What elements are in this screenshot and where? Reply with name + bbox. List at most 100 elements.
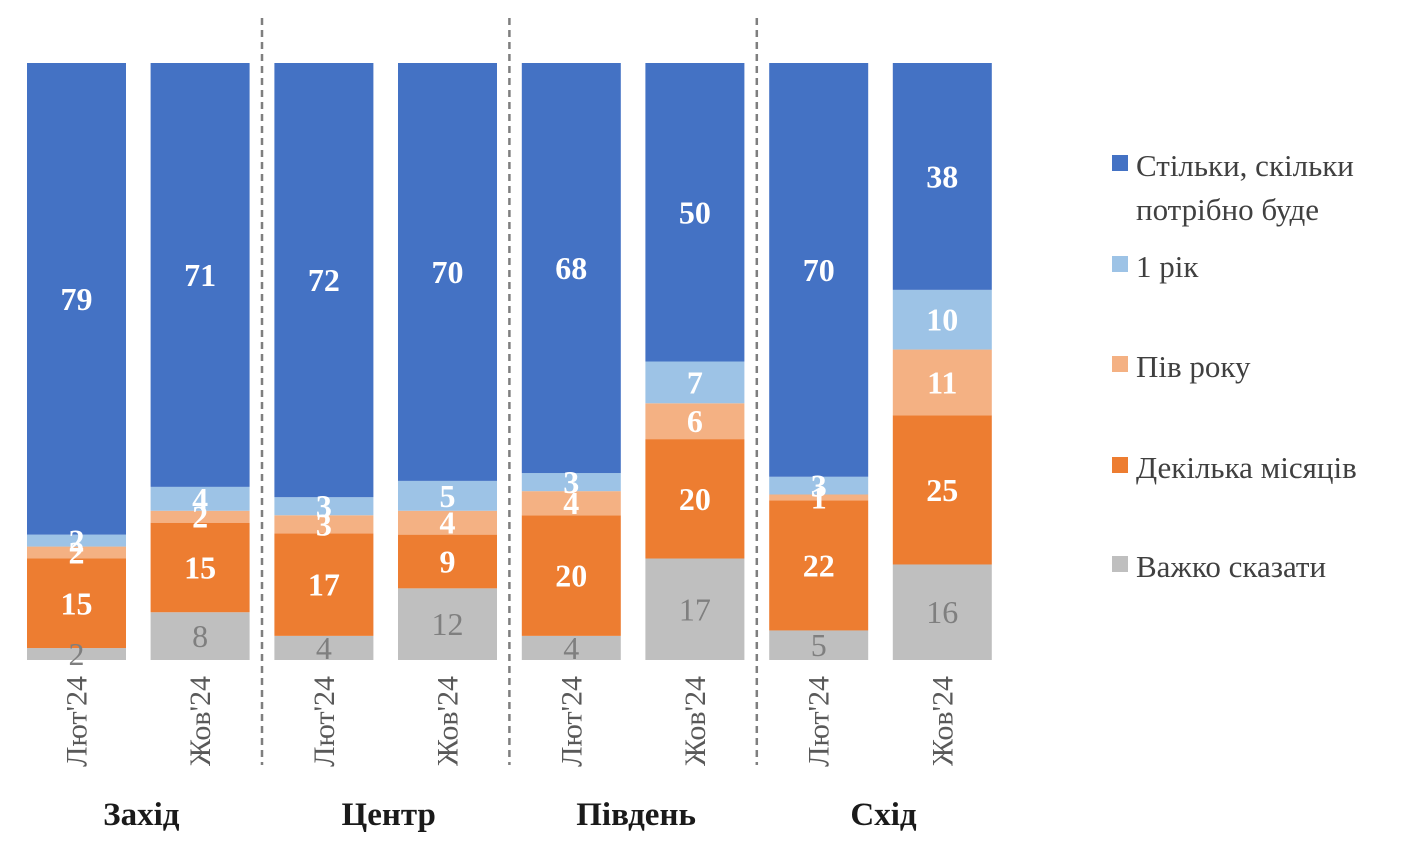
bar-segment-months [892, 415, 992, 565]
legend-label: 1 рік [1136, 249, 1199, 284]
legend-label: потрібно буде [1136, 192, 1319, 227]
bar-segment-needed [892, 63, 992, 290]
group-label: Південь [576, 797, 696, 833]
data-label: 2 [69, 523, 85, 559]
data-label: 12 [432, 606, 464, 642]
bar-segment-needed [769, 63, 869, 477]
data-label: 5 [811, 627, 827, 663]
data-labels-layer: 2152279815247141733721294570420436817206… [61, 158, 959, 672]
data-label: 16 [926, 594, 958, 630]
bar-segment-hard [150, 612, 250, 660]
data-label: 22 [803, 547, 835, 583]
group-label: Схід [850, 797, 917, 833]
bar-segment-hard [274, 635, 374, 660]
category-label: Лют'24 [803, 676, 836, 767]
data-label: 5 [440, 478, 456, 514]
data-label: 7 [687, 364, 703, 400]
group-labels-layer: Захід Центр Південь Схід [103, 797, 917, 833]
data-label: 3 [563, 464, 579, 500]
bar-segment-hard [892, 564, 992, 660]
data-label: 4 [563, 485, 579, 521]
data-label: 11 [927, 364, 957, 400]
data-label: 68 [555, 250, 587, 286]
group-label: Центр [342, 797, 436, 833]
data-label: 2 [69, 636, 85, 672]
data-label: 2 [192, 499, 208, 535]
data-label: 6 [687, 403, 703, 439]
group-separators [260, 18, 759, 765]
bar-segment-hard [521, 635, 621, 660]
data-label: 4 [192, 481, 208, 517]
legend-label: Стільки, скільки [1136, 148, 1354, 183]
data-label: 17 [679, 591, 711, 627]
category-labels-layer: Лют'24 Жов'24 Лют'24 Жов'24 Лют'24 Жов'24 Лют'… [61, 676, 960, 767]
bar-segment-year [274, 497, 374, 516]
bar-segment-hard [769, 630, 869, 660]
bar-segment-months [398, 534, 497, 589]
bar-segment-half [150, 510, 250, 523]
bar-segment-half [769, 494, 869, 501]
legend-swatch [1112, 256, 1128, 272]
data-label: 10 [926, 302, 958, 338]
bar-segment-hard [645, 558, 745, 660]
category-label: Лют'24 [308, 676, 341, 767]
data-label: 1 [811, 479, 827, 515]
bar-segment-year [645, 361, 745, 404]
bar-segment-months [769, 500, 869, 631]
data-label: 3 [811, 468, 827, 504]
data-label: 20 [555, 558, 587, 594]
data-label: 79 [61, 281, 93, 317]
bars-layer [27, 63, 992, 660]
category-label: Лют'24 [555, 676, 588, 767]
data-label: 3 [316, 488, 332, 524]
category-label: Лют'24 [61, 676, 94, 767]
data-label: 20 [679, 481, 711, 517]
legend-swatch [1112, 155, 1128, 171]
bar-segment-year [27, 534, 126, 547]
bar-segment-needed [150, 63, 250, 487]
data-label: 3 [316, 506, 332, 542]
data-label: 70 [803, 252, 835, 288]
bar-segment-needed [521, 63, 621, 474]
bar-segment-needed [398, 63, 497, 481]
bar-segment-months [150, 522, 250, 613]
data-label: 72 [308, 262, 340, 298]
bar-segment-needed [27, 63, 126, 535]
bar-segment-half [521, 491, 621, 516]
legend-swatch [1112, 457, 1128, 473]
category-label: Жов'24 [679, 676, 712, 766]
data-label: 4 [440, 505, 456, 541]
legend-swatch [1112, 356, 1128, 372]
bar-segment-months [645, 439, 745, 559]
bar-segment-months [27, 558, 126, 649]
data-label: 15 [184, 549, 216, 585]
bar-segment-needed [274, 63, 374, 498]
bar-segment-needed [645, 63, 745, 362]
data-label: 2 [69, 535, 85, 571]
data-label: 71 [184, 257, 216, 293]
data-label: 9 [440, 543, 456, 579]
category-label: Жов'24 [184, 676, 217, 766]
data-label: 38 [926, 158, 958, 194]
legend-swatch [1112, 556, 1128, 572]
bar-segment-year [521, 473, 621, 492]
bar-segment-months [274, 533, 374, 636]
bar-segment-year [892, 289, 992, 350]
legend-label: Важко сказати [1136, 549, 1326, 584]
bar-segment-months [521, 515, 621, 636]
bar-segment-year [398, 480, 497, 511]
bar-segment-half [645, 403, 745, 440]
data-label: 17 [308, 567, 340, 603]
data-label: 4 [316, 630, 332, 666]
bar-segment-half [27, 546, 126, 559]
bar-segment-hard [27, 648, 126, 660]
bar-segment-year [769, 476, 869, 495]
data-label: 70 [432, 254, 464, 290]
bar-segment-half [274, 515, 374, 534]
data-label: 50 [679, 194, 711, 230]
bar-segment-year [150, 486, 250, 511]
data-label: 8 [192, 618, 208, 654]
bar-segment-half [398, 510, 497, 535]
data-label: 25 [926, 472, 958, 508]
